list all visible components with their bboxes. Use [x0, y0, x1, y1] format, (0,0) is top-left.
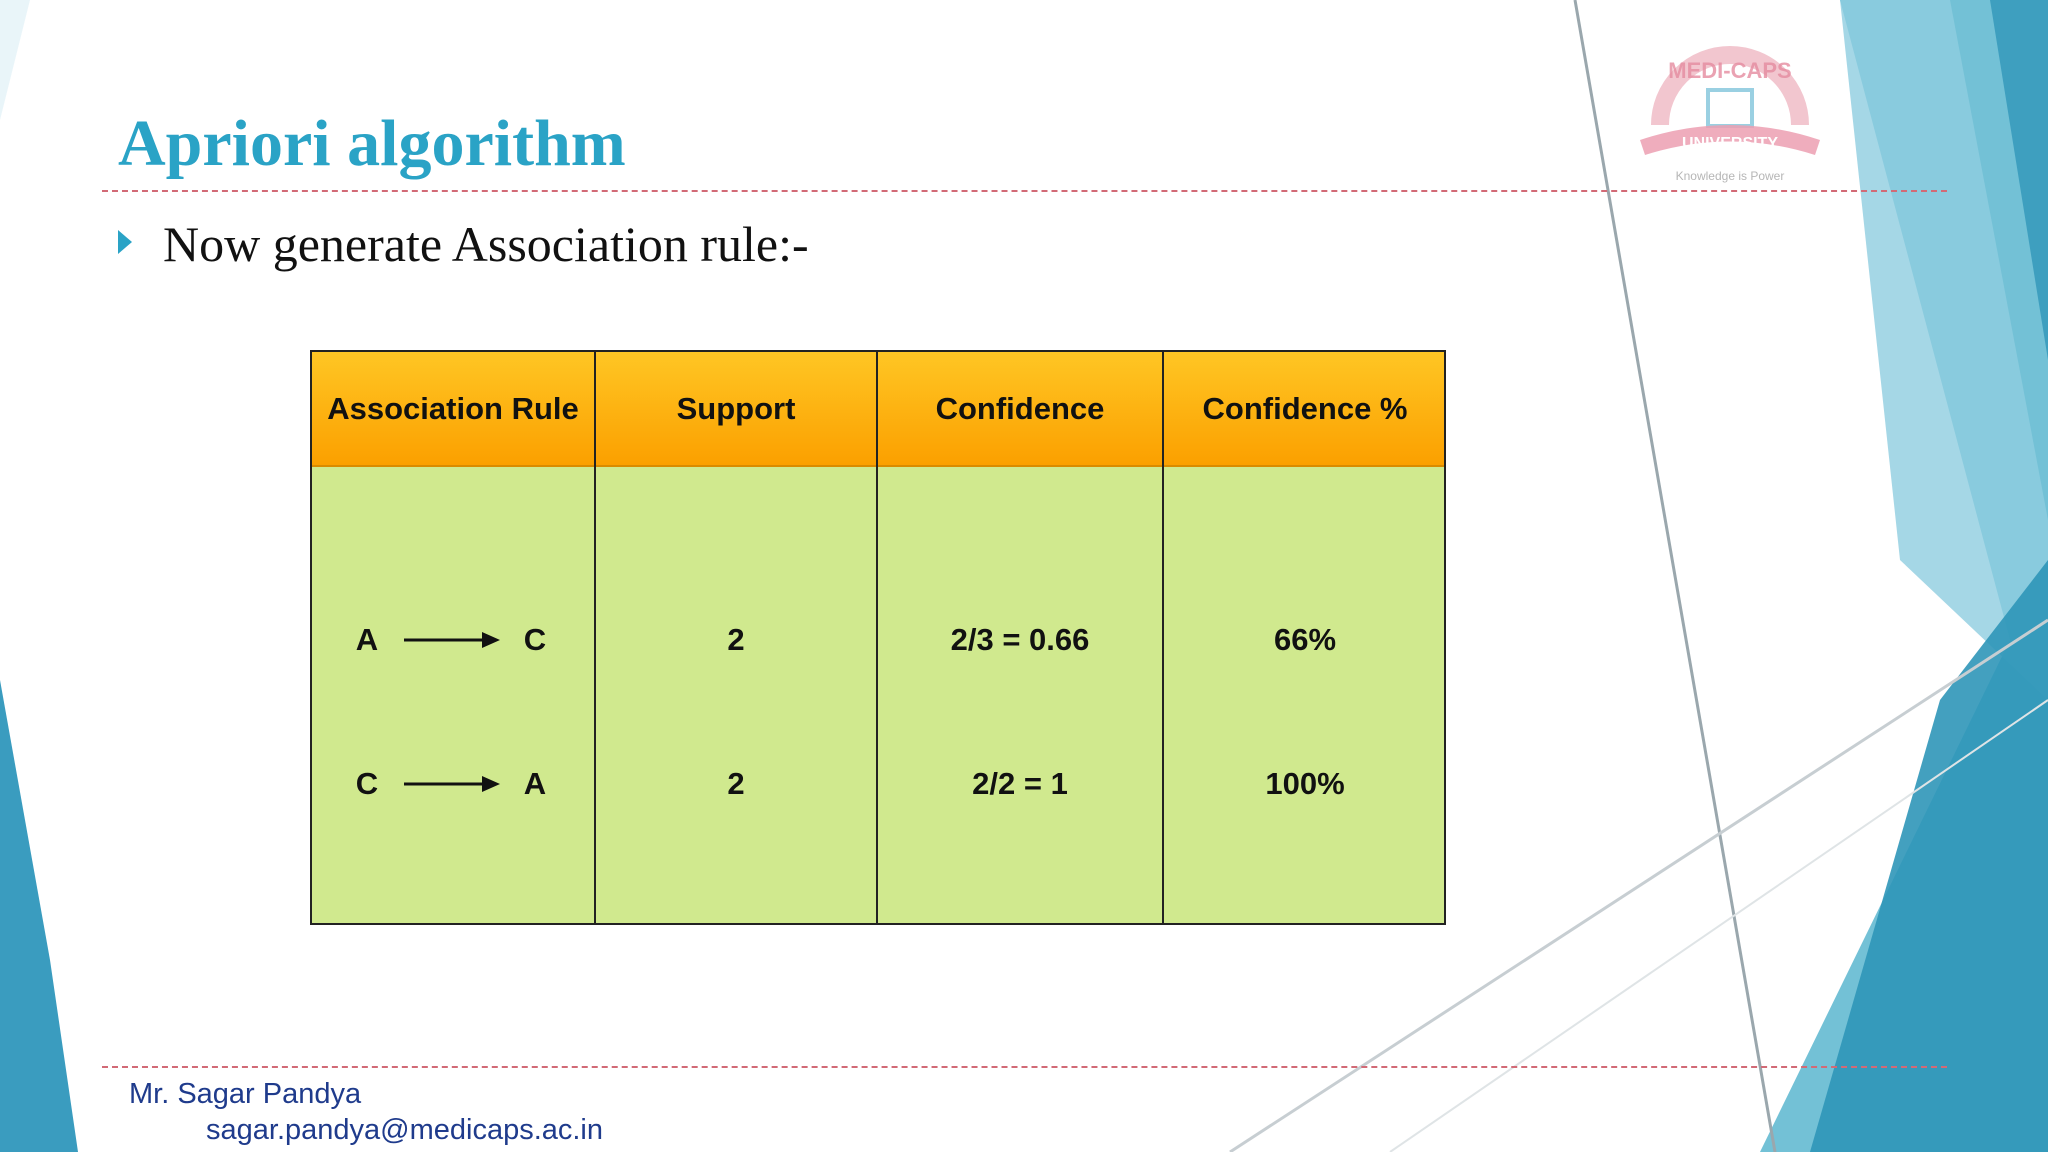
- association-rules-table: Association Rule Support Confidence Conf…: [310, 350, 1446, 925]
- svg-text:UNIVERSITY: UNIVERSITY: [1682, 135, 1778, 152]
- support-value: 2: [727, 766, 745, 801]
- rule-consequent: C: [523, 622, 547, 657]
- author-email: sagar.pandya@medicaps.ac.in: [206, 1114, 604, 1146]
- slide-title: Apriori algorithm: [118, 107, 626, 180]
- right-arrow-icon: [404, 632, 500, 648]
- confidence-percent-value: 66%: [1273, 622, 1337, 657]
- header-association-rule: Association Rule: [327, 390, 579, 426]
- header-confidence-percent: Confidence %: [1202, 390, 1408, 426]
- table-body: [312, 467, 1444, 923]
- header-support: Support: [676, 390, 796, 426]
- confidence-percent-value: 100%: [1265, 766, 1345, 801]
- header-confidence: Confidence: [935, 390, 1105, 426]
- confidence-value: 2/3 = 0.66: [950, 622, 1090, 657]
- rule-consequent: A: [523, 766, 547, 801]
- author-name: Mr. Sagar Pandya: [129, 1078, 362, 1110]
- column-divider: [876, 352, 878, 923]
- table-header-row: Association Rule Support Confidence Conf…: [312, 352, 1444, 467]
- rule-antecedent: A: [355, 622, 379, 657]
- column-divider: [594, 352, 596, 923]
- support-value: 2: [727, 622, 745, 657]
- bullet-text: Now generate Association rule:-: [163, 216, 809, 272]
- rule-antecedent: C: [355, 766, 379, 801]
- svg-text:Knowledge is Power: Knowledge is Power: [1676, 169, 1785, 183]
- confidence-value: 2/2 = 1: [972, 766, 1068, 801]
- footer-divider: [102, 1066, 1947, 1068]
- svg-text:MEDI-CAPS: MEDI-CAPS: [1668, 58, 1791, 83]
- title-divider: [102, 190, 1947, 192]
- right-arrow-icon: [404, 776, 500, 792]
- column-divider: [1162, 352, 1164, 923]
- bullet-triangle-icon: [118, 230, 132, 254]
- university-logo: MEDI-CAPS UNIVERSITY Knowledge is Power: [1640, 46, 1820, 183]
